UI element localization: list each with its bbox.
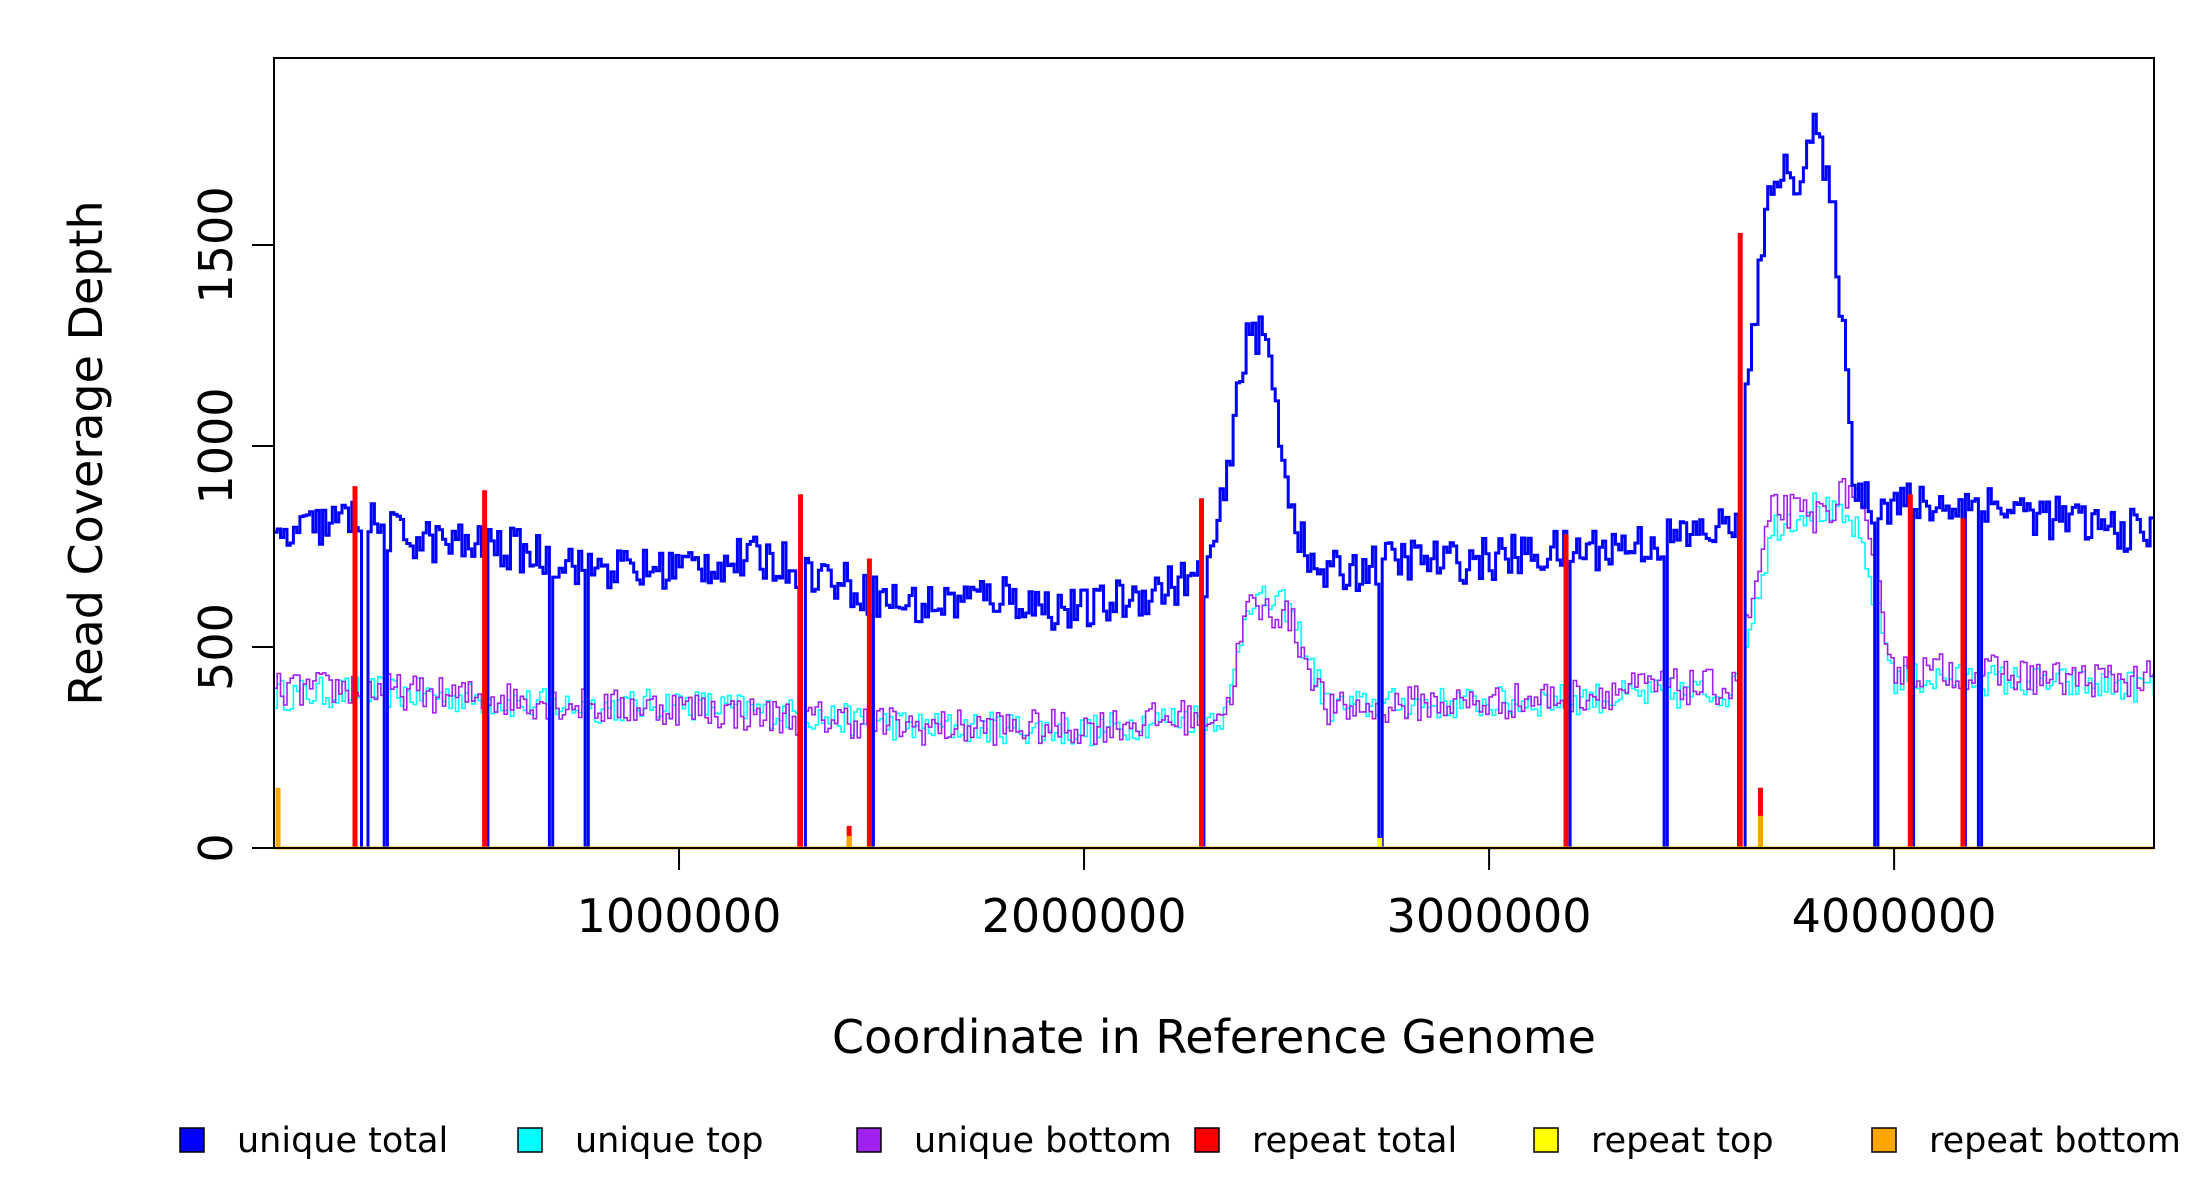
legend-label-3: repeat total xyxy=(1252,1121,1457,1161)
legend-swatch-1 xyxy=(517,1127,543,1153)
legend-swatch-2 xyxy=(856,1127,882,1153)
y-tick-label-3: 1500 xyxy=(189,186,243,303)
legend: unique total unique top unique bottom repea… xyxy=(179,1121,2181,1161)
legend-swatch-3 xyxy=(1194,1127,1220,1153)
y-axis-title: Read Coverage Depth xyxy=(59,200,113,705)
legend-swatch-4 xyxy=(1533,1127,1559,1153)
legend-label-4: repeat top xyxy=(1591,1121,1774,1161)
y-tick-label-1: 500 xyxy=(189,603,243,691)
legend-swatch-0 xyxy=(179,1127,205,1153)
y-tick-label-0: 0 xyxy=(189,833,243,862)
legend-label-2: unique bottom xyxy=(914,1121,1172,1161)
legend-swatch-5 xyxy=(1871,1127,1897,1153)
x-axis: 1000000 2000000 3000000 4000000 xyxy=(577,848,1997,943)
plot-area xyxy=(274,112,2155,850)
x-tick-label-1: 2000000 xyxy=(982,889,1187,943)
legend-label-1: unique top xyxy=(575,1121,764,1161)
legend-label-5: repeat bottom xyxy=(1929,1121,2181,1161)
legend-label-0: unique total xyxy=(237,1121,448,1161)
plot-frame xyxy=(273,57,2155,849)
x-axis-title: Coordinate in Reference Genome xyxy=(832,1010,1596,1064)
y-axis: 0 500 1000 1500 xyxy=(189,186,274,863)
y-tick-label-2: 1000 xyxy=(189,387,243,504)
x-tick-label-3: 4000000 xyxy=(1792,889,1997,943)
series-line-unique-bottom xyxy=(274,478,2155,849)
x-tick-label-0: 1000000 xyxy=(577,889,782,943)
x-tick-label-2: 3000000 xyxy=(1387,889,1592,943)
series-line-unique-total xyxy=(274,112,2155,850)
